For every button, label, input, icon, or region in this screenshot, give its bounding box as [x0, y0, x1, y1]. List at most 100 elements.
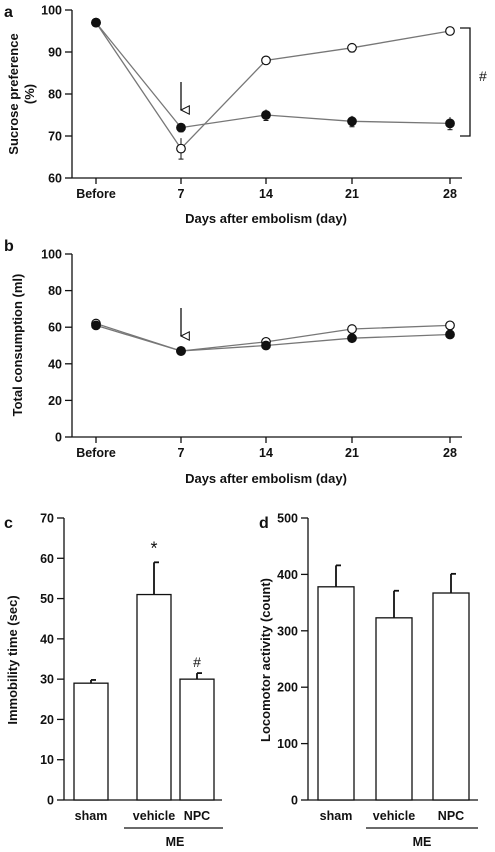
panel-b-series — [91, 308, 455, 356]
bar — [375, 617, 413, 801]
panel-c-letter: c — [4, 515, 13, 532]
series-0-line — [95, 22, 451, 150]
series-1-point — [445, 329, 455, 340]
category-label: sham — [320, 809, 353, 823]
significance-mark: # — [193, 654, 201, 670]
series-0-point — [176, 143, 186, 154]
x-tick-label: 7 — [178, 187, 185, 201]
panel-c-group-label: ME — [166, 835, 185, 849]
panel-b-letter: b — [4, 238, 14, 255]
panel-a-significance-mark: # — [479, 68, 487, 84]
panel-a-significance-bracket — [460, 27, 471, 137]
series-0-point — [445, 26, 455, 36]
panel-d-category-labels: sham vehicle NPC — [320, 809, 465, 823]
panel-a-x-ticks: Before 7 14 21 28 — [76, 178, 457, 201]
significance-mark: * — [150, 538, 157, 558]
series-1-line — [95, 22, 451, 129]
panel-b-line-chart: b 0 20 40 60 80 100 Before 7 14 21 28 Days after … — [4, 238, 462, 486]
series-0-point — [347, 324, 357, 334]
x-tick-label: 14 — [259, 446, 273, 460]
y-tick-label: 0 — [47, 794, 54, 808]
bar — [136, 593, 172, 801]
panel-d-y-axis-title: Locomotor activity (count) — [258, 578, 273, 742]
x-tick-label: 21 — [345, 446, 359, 460]
y-tick-label: 50 — [40, 592, 54, 606]
series-0-line — [95, 322, 451, 352]
category-label: vehicle — [133, 809, 175, 823]
series-1-point — [261, 110, 271, 120]
panel-a-x-axis-title: Days after embolism (day) — [185, 211, 347, 226]
panel-d-group-label: ME — [413, 835, 432, 849]
series-0-point — [261, 55, 271, 66]
panel-a-y-axis-title-line1: Sucrose preference — [6, 33, 21, 154]
series-1-point — [347, 333, 357, 344]
y-tick-label: 300 — [277, 624, 298, 638]
bar — [317, 586, 355, 801]
y-tick-label: 60 — [40, 552, 54, 566]
panel-d-bar-chart: d 0 100 200 300 400 500 sham vehicle NPC ME Loc… — [258, 512, 478, 849]
y-tick-label: 70 — [40, 512, 54, 526]
x-tick-label: Before — [76, 187, 116, 201]
y-tick-label: 80 — [48, 88, 62, 102]
panel-a-series — [91, 17, 455, 160]
y-tick-label: 90 — [48, 46, 62, 60]
x-tick-label: 14 — [259, 187, 273, 201]
series-1-point — [176, 346, 186, 356]
panel-a-y-ticks: 60 70 80 90 100 — [41, 4, 72, 186]
panel-a-letter: a — [4, 4, 13, 21]
series-1-point — [261, 340, 271, 351]
series-1-point — [176, 122, 186, 133]
x-tick-label: 28 — [443, 187, 457, 201]
panel-d-letter: d — [259, 515, 269, 532]
x-tick-label: 7 — [178, 446, 185, 460]
x-tick-label: 28 — [443, 446, 457, 460]
panel-d-bars — [317, 564, 470, 801]
y-tick-label: 400 — [277, 568, 298, 582]
panel-b-y-axis-title: Total consumption (ml) — [10, 274, 25, 417]
panel-b-y-ticks: 0 20 40 60 80 100 — [41, 248, 72, 445]
y-tick-label: 60 — [48, 172, 62, 186]
category-label: NPC — [184, 809, 210, 823]
category-label: vehicle — [373, 809, 415, 823]
bar — [179, 678, 215, 801]
panel-c-y-axis-title: Immobility time (sec) — [5, 595, 20, 724]
category-label: NPC — [438, 809, 464, 823]
series-1-line — [95, 324, 451, 352]
series-1-point — [91, 17, 101, 28]
y-tick-label: 60 — [48, 321, 62, 335]
bar — [432, 592, 470, 801]
category-label: sham — [75, 809, 108, 823]
panel-b-x-ticks: Before 7 14 21 28 — [76, 437, 457, 460]
y-tick-label: 0 — [291, 794, 298, 808]
series-0-point — [445, 320, 455, 331]
y-tick-label: 40 — [48, 357, 62, 371]
series-0-point — [347, 42, 357, 53]
panel-d-y-ticks: 0 100 200 300 400 500 — [277, 512, 308, 808]
panel-c-y-ticks: 0 10 20 30 40 50 60 70 — [40, 512, 64, 808]
y-tick-label: 100 — [277, 737, 298, 751]
y-tick-label: 30 — [40, 673, 54, 687]
panel-a-y-axis-title-line2: (%) — [22, 84, 37, 104]
series-1-point — [445, 118, 455, 129]
y-tick-label: 500 — [277, 512, 298, 526]
x-tick-label: 21 — [345, 187, 359, 201]
series-1-point — [347, 116, 357, 127]
x-tick-label: Before — [76, 446, 116, 460]
panel-b-x-axis-title: Days after embolism (day) — [185, 471, 347, 486]
panel-c-bars: *# — [73, 538, 215, 801]
panel-c-category-labels: sham vehicle NPC — [75, 809, 211, 823]
y-tick-label: 10 — [40, 753, 54, 767]
y-tick-label: 20 — [40, 713, 54, 727]
y-tick-label: 40 — [40, 632, 54, 646]
series-1-point — [91, 320, 101, 331]
y-tick-label: 100 — [41, 248, 62, 262]
y-tick-label: 20 — [48, 394, 62, 408]
y-tick-label: 100 — [41, 4, 62, 18]
panel-a-line-chart: a 60 70 80 90 100 Before 7 14 21 28 Days after e… — [4, 4, 487, 227]
y-tick-label: 200 — [277, 681, 298, 695]
y-tick-label: 70 — [48, 130, 62, 144]
bar — [73, 682, 109, 801]
y-tick-label: 80 — [48, 284, 62, 298]
